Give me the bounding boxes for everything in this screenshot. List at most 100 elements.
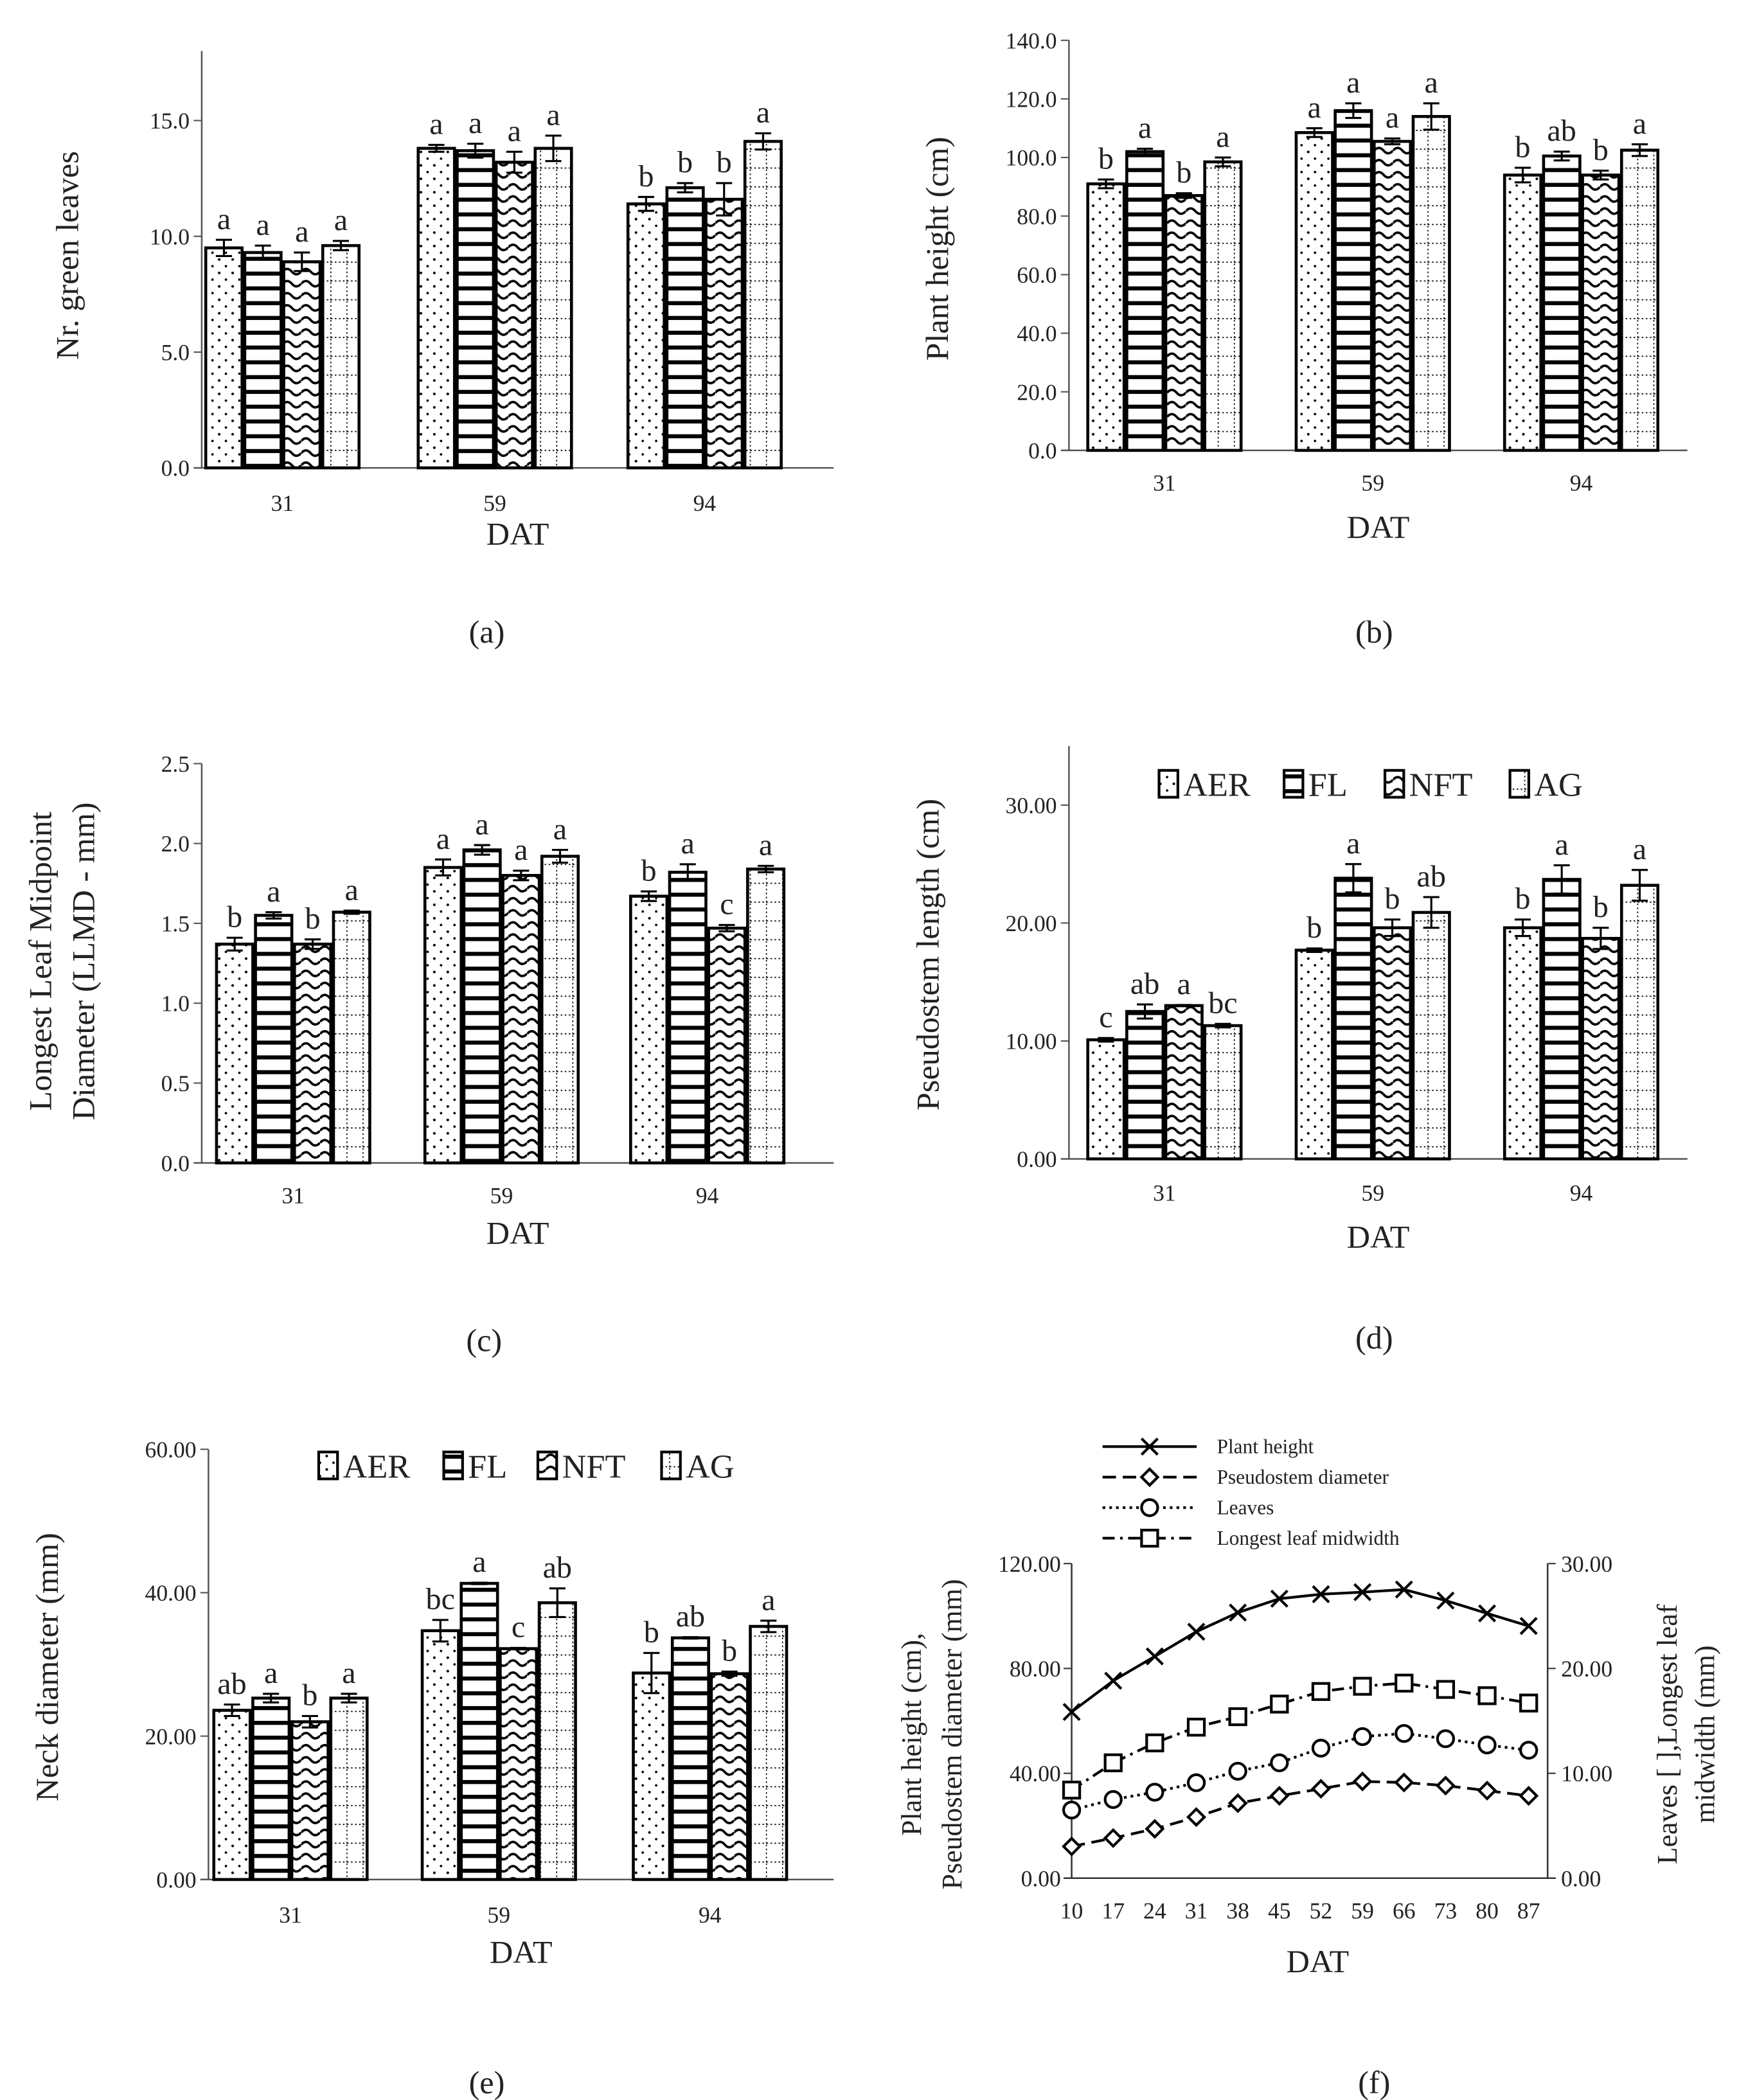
marker-x <box>1519 1617 1538 1635</box>
bar-aer <box>629 894 669 1165</box>
bar-aer <box>1294 948 1334 1161</box>
significance-letter: a <box>1425 66 1438 100</box>
marker-x <box>1270 1589 1289 1608</box>
error-bar <box>679 863 696 882</box>
x-tick-label: 73 <box>1434 1898 1458 1924</box>
y-tick-label: 1.0 <box>161 991 190 1017</box>
error-bar <box>1384 137 1401 146</box>
bar-aer <box>1503 174 1543 452</box>
y-tick-label: 80.00 <box>1010 1656 1061 1682</box>
significance-letter: a <box>1555 828 1568 862</box>
marker-square <box>1353 1677 1372 1696</box>
error-bar <box>254 244 271 261</box>
bar-fl <box>1125 150 1165 452</box>
x-tick-label: 94 <box>699 1902 722 1928</box>
error-bar <box>718 923 735 932</box>
x-tick-label: 80 <box>1476 1898 1499 1924</box>
y-tick-label: 80.0 <box>1017 204 1057 229</box>
y-tick-label: 5.0 <box>161 339 190 365</box>
marker-circle <box>1103 1790 1123 1810</box>
bar-aer <box>212 1709 252 1882</box>
significance-letter: a <box>1346 66 1360 100</box>
bar-nft <box>290 1720 330 1882</box>
y-tick-label: 60.00 <box>145 1437 197 1463</box>
significance-letter: a <box>217 202 231 236</box>
bar-fl <box>668 871 708 1165</box>
y-tick-label: 10.00 <box>1006 1029 1057 1054</box>
significance-letter: b <box>227 900 242 934</box>
y-tick-label: 60.0 <box>1017 262 1057 288</box>
error-bar <box>1553 150 1570 162</box>
marker-diamond <box>1103 1828 1123 1848</box>
series-plant-height <box>1062 1580 1538 1722</box>
x-tick-label: 87 <box>1517 1898 1540 1924</box>
bar-aer <box>420 1629 460 1882</box>
marker-circle <box>1436 1729 1456 1749</box>
marker-x <box>1436 1591 1455 1610</box>
marker-x <box>1229 1603 1247 1622</box>
legend-label: FL <box>468 1448 507 1485</box>
significance-letter: ab <box>217 1667 246 1701</box>
error-bar <box>549 1587 566 1619</box>
marker-diamond <box>1394 1772 1414 1793</box>
marker-square <box>1519 1693 1538 1713</box>
error-bar <box>716 182 733 217</box>
error-bar <box>638 195 654 212</box>
legend-swatch-ag <box>1508 769 1530 799</box>
error-bar <box>471 1581 488 1585</box>
significance-letter: b <box>302 1678 317 1713</box>
x-axis-title: DAT <box>486 1215 549 1250</box>
significance-letter: b <box>1385 882 1400 916</box>
error-bar <box>721 1670 738 1677</box>
significance-letter: a <box>681 826 695 860</box>
x-tick-label: 31 <box>271 490 294 516</box>
y2-tick-label: 20.00 <box>1561 1656 1612 1682</box>
y2-tick-label: 30.00 <box>1561 1551 1612 1577</box>
y-tick-label: 0.00 <box>1021 1865 1061 1891</box>
marker-diamond <box>1186 1807 1207 1828</box>
x-tick-label: 94 <box>1570 1180 1593 1206</box>
y-axis-title: Pseudostem diameter (mm) <box>936 1579 968 1889</box>
y2-axis-title: Leaves [ ],Longest leaf <box>1652 1604 1683 1864</box>
significance-letter: b <box>1593 133 1609 167</box>
series-longest-leaf-midwidth <box>1062 1673 1538 1800</box>
marker-x <box>1353 1583 1372 1601</box>
y-axis-title: Plant height (cm) <box>919 137 955 361</box>
marker-square <box>1311 1682 1331 1701</box>
x-tick-label: 52 <box>1310 1898 1333 1924</box>
panel-label: (e) <box>469 2065 505 2100</box>
x-tick-label: 94 <box>696 1183 719 1209</box>
significance-letter: b <box>1176 156 1191 190</box>
marker-square <box>1477 1686 1497 1705</box>
bar-nft <box>704 197 744 470</box>
bar-fl <box>670 1636 710 1882</box>
legend-label: AG <box>686 1448 735 1485</box>
significance-letter: ab <box>1130 966 1159 1001</box>
significance-letter: b <box>1098 142 1114 176</box>
legend-label: NFT <box>1409 767 1473 804</box>
significance-letter: a <box>345 873 359 907</box>
bar-ag <box>1203 160 1243 452</box>
significance-letter: a <box>334 203 348 237</box>
marker-circle <box>1270 1753 1289 1772</box>
bar-fl <box>456 149 495 470</box>
bar-nft <box>501 874 541 1165</box>
legend-swatch-aer <box>1157 769 1179 799</box>
marker-square <box>1186 1718 1206 1737</box>
legend-swatch-ag <box>660 1450 682 1481</box>
significance-letter: a <box>759 828 772 862</box>
error-bar <box>551 849 569 864</box>
error-bar <box>510 1646 527 1651</box>
legend-swatch-fl <box>1283 769 1305 799</box>
legend-swatch-nft <box>536 1450 558 1481</box>
significance-letter: a <box>1177 967 1191 1001</box>
bar-aer <box>632 1671 672 1882</box>
marker-diamond <box>1145 1819 1165 1839</box>
bar-ag <box>743 139 783 470</box>
y-tick-label: 15.0 <box>150 108 190 134</box>
bar-ag <box>1411 911 1451 1161</box>
bar-fl <box>462 848 502 1165</box>
legend-label: Pseudostem diameter <box>1217 1466 1389 1488</box>
